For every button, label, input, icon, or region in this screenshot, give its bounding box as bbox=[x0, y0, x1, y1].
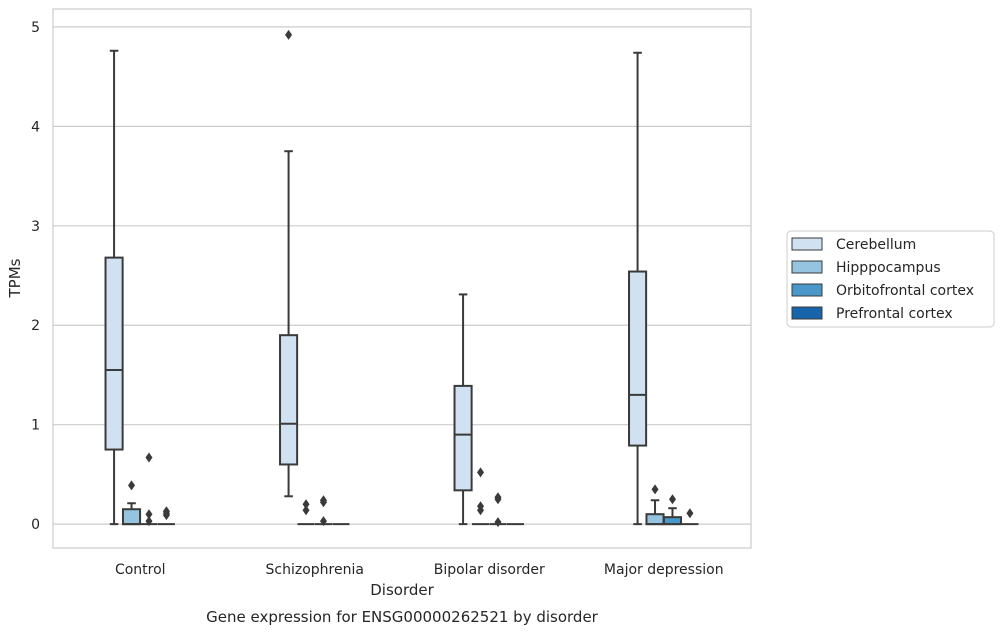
box-body bbox=[121, 508, 142, 526]
legend-label: Prefrontal cortex bbox=[836, 306, 953, 322]
outlier-point bbox=[477, 467, 485, 478]
outlier-point bbox=[302, 505, 310, 516]
box-body bbox=[104, 256, 124, 451]
outlier-point bbox=[477, 501, 485, 512]
legend-swatch bbox=[791, 237, 823, 251]
box-0-1 bbox=[279, 29, 299, 498]
outlier-point bbox=[162, 506, 170, 517]
y-tick-label: 3 bbox=[31, 219, 40, 235]
marks-layer bbox=[104, 29, 699, 528]
outlier-point bbox=[319, 495, 327, 506]
legend-label: Orbitofrontal cortex bbox=[836, 283, 974, 299]
x-tick-label: Control bbox=[115, 562, 166, 578]
box-body bbox=[628, 270, 648, 447]
outlier-point bbox=[686, 508, 694, 519]
y-axis-title: TPMs bbox=[6, 258, 24, 298]
box-1-0 bbox=[121, 480, 142, 526]
y-tick-label: 5 bbox=[31, 20, 40, 36]
box-3-0 bbox=[157, 506, 175, 526]
x-tick-label: Major depression bbox=[604, 562, 724, 578]
outlier-point bbox=[302, 499, 310, 510]
y-tick-label: 1 bbox=[31, 418, 40, 434]
box-body bbox=[279, 334, 299, 466]
legend-label: Cerebellum bbox=[836, 237, 916, 253]
box-2-1 bbox=[314, 495, 333, 527]
outlier-point bbox=[145, 509, 153, 520]
outlier-point bbox=[285, 29, 293, 40]
x-tick-label: Schizophrenia bbox=[266, 562, 364, 578]
chart-caption: Gene expression for ENSG00000262521 by d… bbox=[206, 608, 599, 626]
box-1-2 bbox=[471, 467, 490, 526]
legend-swatch bbox=[791, 283, 823, 297]
legend-label: Hipppocampus bbox=[836, 260, 941, 276]
outlier-point bbox=[494, 517, 502, 528]
outlier-point bbox=[494, 492, 502, 503]
y-tick-label: 0 bbox=[31, 517, 40, 533]
box-3-3 bbox=[681, 508, 699, 526]
outlier-point bbox=[145, 452, 153, 463]
legend-swatch bbox=[791, 306, 823, 320]
legend-swatch bbox=[791, 260, 823, 274]
legend: Cerebellum Hipppocampus Orbitofrontal cort… bbox=[786, 230, 995, 328]
box-1-1 bbox=[297, 499, 315, 526]
x-axis-title: Disorder bbox=[370, 581, 434, 599]
box-0-0 bbox=[104, 49, 124, 526]
y-tick-label: 4 bbox=[31, 119, 40, 135]
outlier-point bbox=[668, 494, 676, 505]
outlier-point bbox=[128, 480, 136, 491]
y-tick-labels: 0 1 2 3 4 5 bbox=[31, 20, 40, 533]
box-0-2 bbox=[453, 293, 473, 526]
x-tick-labels: Control Schizophrenia Bipolar disorder Majo… bbox=[115, 562, 724, 578]
box-body bbox=[453, 384, 473, 492]
legend-frame bbox=[786, 230, 995, 328]
outlier-point bbox=[145, 516, 153, 527]
box-2-2 bbox=[489, 492, 507, 528]
y-tick-label: 2 bbox=[31, 318, 40, 334]
outlier-point bbox=[319, 516, 327, 527]
box-2-3 bbox=[662, 494, 683, 526]
x-tick-label: Bipolar disorder bbox=[434, 562, 545, 578]
box-body bbox=[662, 516, 683, 526]
box-body bbox=[645, 513, 665, 526]
outlier-point bbox=[651, 484, 659, 495]
box-0-3 bbox=[628, 51, 648, 526]
box-2-0 bbox=[140, 452, 158, 527]
